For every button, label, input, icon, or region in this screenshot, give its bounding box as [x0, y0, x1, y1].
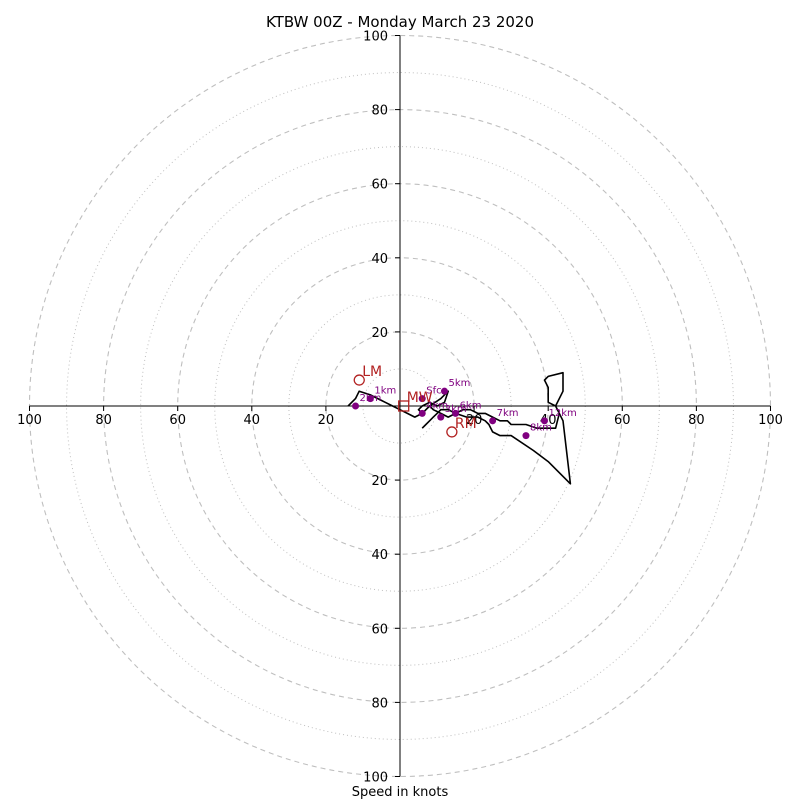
height-marker-label: 6km [460, 400, 482, 411]
height-marker-dot [452, 409, 460, 417]
height-marker-dot [418, 395, 426, 403]
height-marker-dot [540, 417, 548, 425]
height-marker-dot [366, 395, 374, 403]
height-marker-dot [440, 387, 448, 395]
y-tick-label: 60 [371, 178, 388, 193]
x-tick-label: 100 [17, 413, 42, 428]
storm-motion-marker [446, 426, 458, 438]
height-marker-dot [522, 432, 530, 440]
storm-motion-label: LM [362, 364, 382, 380]
x-tick-label: 80 [95, 413, 112, 428]
x-tick-label: 60 [614, 413, 631, 428]
storm-motion-markers: LM MW RM [353, 364, 477, 438]
x-tick-label: 40 [244, 413, 261, 428]
axes [29, 35, 771, 777]
chart-title: KTBW 00Z - Monday March 23 2020 [266, 13, 534, 31]
y-tick-label: 100 [363, 771, 388, 786]
height-marker-label: 8km [530, 423, 552, 434]
y-tick-label: 60 [371, 622, 388, 637]
hodograph-trace [347, 371, 572, 485]
x-tick-label: 100 [758, 413, 783, 428]
y-tick-label: 80 [371, 104, 388, 119]
storm-motion-marker [353, 374, 365, 386]
height-marker-dot [437, 413, 445, 421]
x-tick-label: 80 [688, 413, 705, 428]
tick-labels: 1001008080606040402020202040406060808010… [17, 30, 783, 786]
y-tick-label: 20 [371, 474, 388, 489]
y-tick-label: 40 [371, 252, 388, 267]
height-marker-label: 1km [374, 386, 396, 397]
height-marker-label: 5km [448, 378, 470, 389]
height-marker-label: 4km [426, 400, 448, 411]
hodograph-line [347, 371, 572, 485]
storm-motion-marker [398, 400, 410, 412]
storm-motion-label: MW [407, 390, 433, 406]
height-marker-label: 12km [548, 408, 576, 419]
x-tick-label: 20 [318, 413, 335, 428]
x-tick-label: 60 [169, 413, 186, 428]
y-tick-label: 20 [371, 326, 388, 341]
height-marker-dot [489, 417, 497, 425]
y-tick-label: 100 [363, 30, 388, 45]
height-marker-label: 2km [360, 393, 382, 404]
x-axis-label: Speed in knots [352, 785, 449, 800]
height-marker-label: Sfc [426, 386, 441, 397]
height-marker-dot [418, 409, 426, 417]
height-marker-label: 7km [497, 408, 519, 419]
height-marker-label: 3km [445, 404, 467, 415]
storm-motion-label: RM [455, 416, 477, 432]
y-tick-label: 40 [371, 548, 388, 563]
y-tick-label: 80 [371, 696, 388, 711]
height-marker-dot [352, 402, 360, 410]
